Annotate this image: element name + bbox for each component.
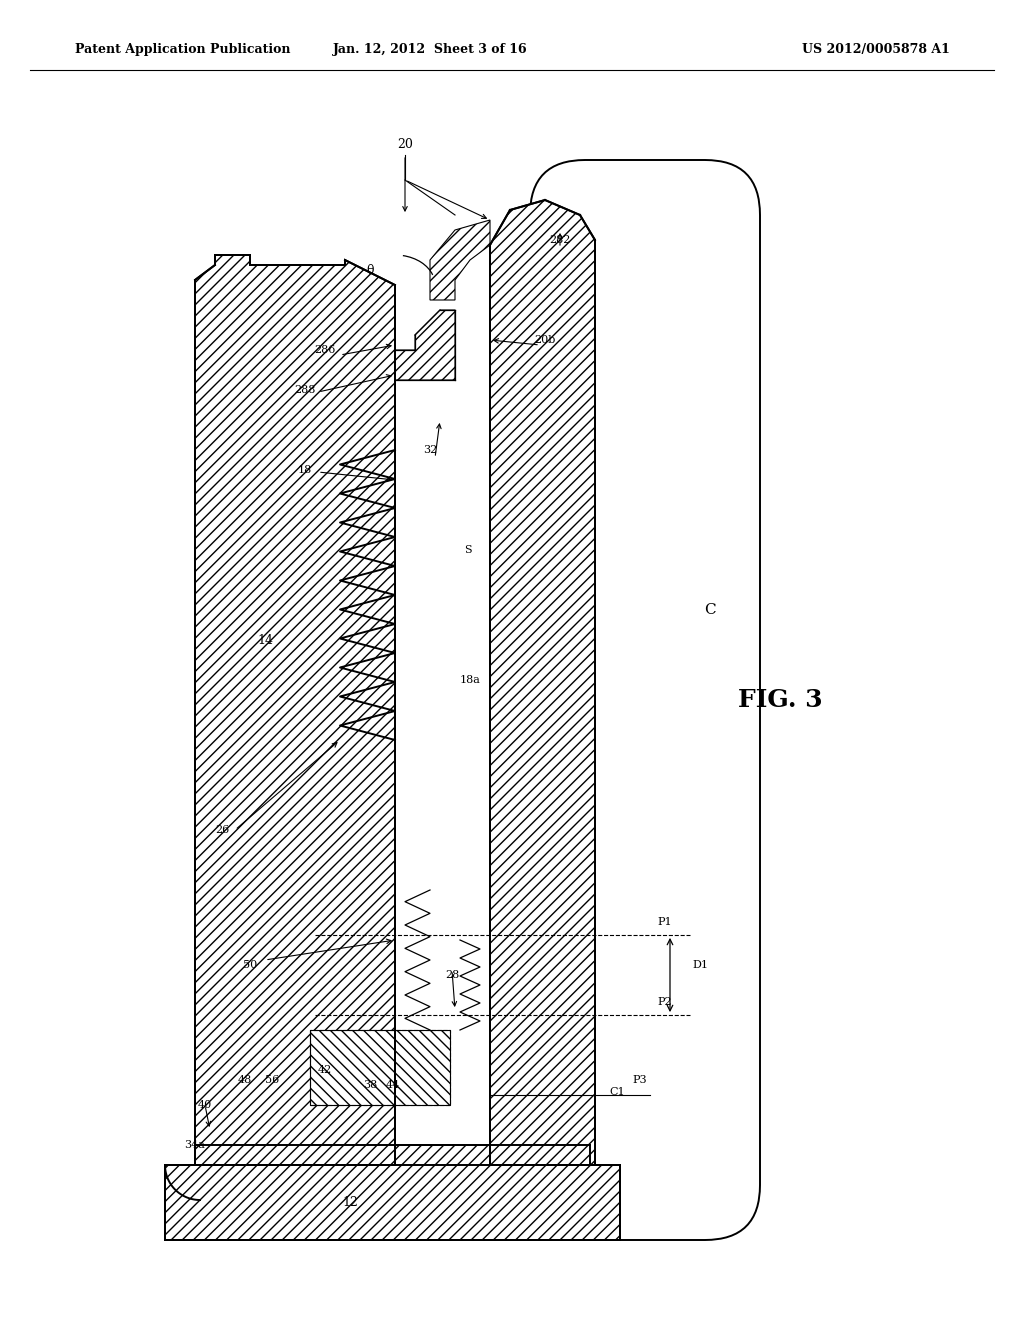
Text: FIG. 3: FIG. 3 (737, 688, 822, 711)
Text: C1: C1 (609, 1086, 625, 1097)
Text: P2: P2 (657, 997, 673, 1007)
Text: 20b: 20b (535, 335, 556, 345)
Text: 286: 286 (314, 345, 336, 355)
Polygon shape (195, 255, 395, 1166)
Text: 28: 28 (444, 970, 459, 979)
Text: 40: 40 (198, 1100, 212, 1110)
Text: P3: P3 (633, 1074, 647, 1085)
Text: C: C (705, 603, 716, 616)
Polygon shape (430, 220, 490, 300)
Text: Jan. 12, 2012  Sheet 3 of 16: Jan. 12, 2012 Sheet 3 of 16 (333, 44, 527, 57)
Text: 56: 56 (265, 1074, 280, 1085)
Polygon shape (490, 201, 595, 1166)
Text: S: S (464, 545, 472, 554)
Text: 288: 288 (294, 385, 315, 395)
Text: θ: θ (367, 264, 374, 276)
Text: 44: 44 (386, 1080, 400, 1090)
Text: 42: 42 (317, 1065, 332, 1074)
Text: D1: D1 (692, 960, 708, 970)
Text: 20: 20 (397, 139, 413, 152)
Polygon shape (395, 310, 455, 380)
Text: 26: 26 (215, 825, 229, 836)
Text: Patent Application Publication: Patent Application Publication (75, 44, 291, 57)
Text: 50: 50 (243, 960, 257, 970)
Bar (310, 1030, 450, 1105)
Polygon shape (310, 1030, 450, 1105)
Text: 18: 18 (298, 465, 312, 475)
Text: US 2012/0005878 A1: US 2012/0005878 A1 (802, 44, 950, 57)
Text: 34a: 34a (184, 1140, 206, 1150)
Text: 48: 48 (238, 1074, 252, 1085)
Text: 38: 38 (362, 1080, 377, 1090)
Text: 32: 32 (423, 445, 437, 455)
Polygon shape (165, 1144, 620, 1239)
Text: P1: P1 (657, 917, 673, 927)
Text: 282: 282 (549, 235, 570, 246)
Text: 14: 14 (257, 634, 273, 647)
Text: 12: 12 (342, 1196, 358, 1209)
Text: 18a: 18a (460, 675, 480, 685)
FancyBboxPatch shape (530, 160, 760, 1239)
